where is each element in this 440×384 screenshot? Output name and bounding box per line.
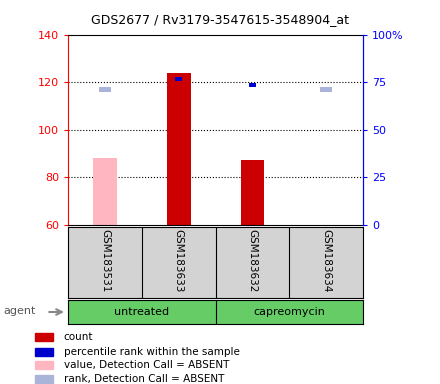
Text: value, Detection Call = ABSENT: value, Detection Call = ABSENT (64, 360, 229, 370)
Bar (175, 78, 183, 81)
Bar (35, 375, 53, 383)
Bar (99, 87, 111, 93)
Bar (249, 83, 256, 87)
Bar (35, 333, 53, 341)
Text: percentile rank within the sample: percentile rank within the sample (64, 347, 240, 357)
Text: GDS2677 / Rv3179-3547615-3548904_at: GDS2677 / Rv3179-3547615-3548904_at (91, 13, 349, 26)
Text: agent: agent (4, 306, 36, 316)
Text: GSM183632: GSM183632 (247, 229, 257, 292)
Text: untreated: untreated (114, 307, 169, 317)
Text: GSM183633: GSM183633 (174, 229, 184, 292)
Bar (320, 87, 332, 93)
Text: count: count (64, 333, 93, 343)
Text: GSM183531: GSM183531 (100, 229, 110, 292)
Bar (93, 158, 117, 225)
Bar (35, 361, 53, 369)
Text: rank, Detection Call = ABSENT: rank, Detection Call = ABSENT (64, 374, 224, 384)
Bar (35, 348, 53, 356)
Bar (167, 73, 191, 225)
Text: capreomycin: capreomycin (253, 307, 325, 317)
Text: GSM183634: GSM183634 (321, 229, 331, 292)
Bar (241, 161, 264, 225)
